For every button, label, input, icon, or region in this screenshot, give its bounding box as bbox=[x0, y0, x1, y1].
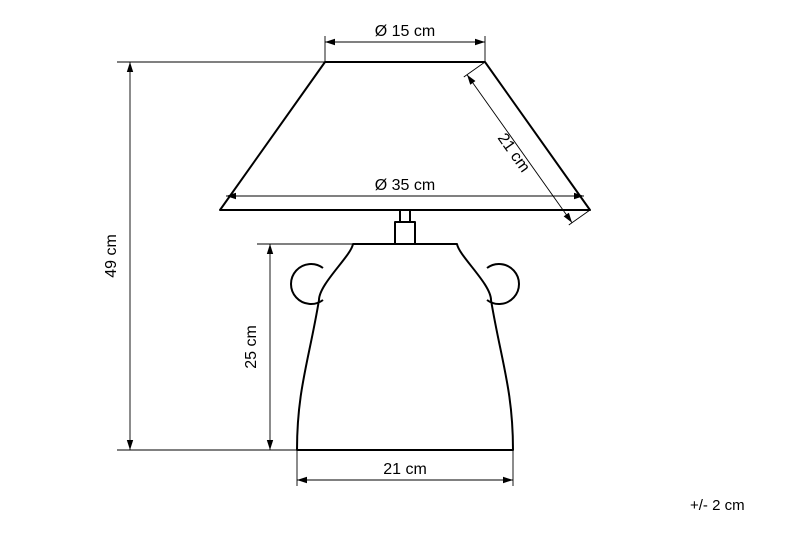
tolerance-note: +/- 2 cm bbox=[690, 497, 745, 514]
stem-upper bbox=[400, 210, 410, 222]
stem-lower bbox=[395, 222, 415, 244]
dim-shade-bottom-diameter: Ø 35 cm bbox=[375, 177, 435, 194]
dimension-diagram: { "canvas": { "w": 800, "h": 533, "backg… bbox=[0, 0, 800, 533]
diagram-svg: Ø 15 cm Ø 35 cm 21 cm 49 cm 25 cm 21 cm +/- 2 … bbox=[0, 0, 800, 533]
vase-body bbox=[297, 244, 513, 450]
dim-slant: 21 cm bbox=[494, 130, 533, 175]
dim-total-height: 49 cm bbox=[103, 234, 120, 278]
dim-base-width: 21 cm bbox=[383, 461, 427, 478]
dim-base-height: 25 cm bbox=[243, 325, 260, 369]
dim-top-diameter: Ø 15 cm bbox=[375, 23, 435, 40]
